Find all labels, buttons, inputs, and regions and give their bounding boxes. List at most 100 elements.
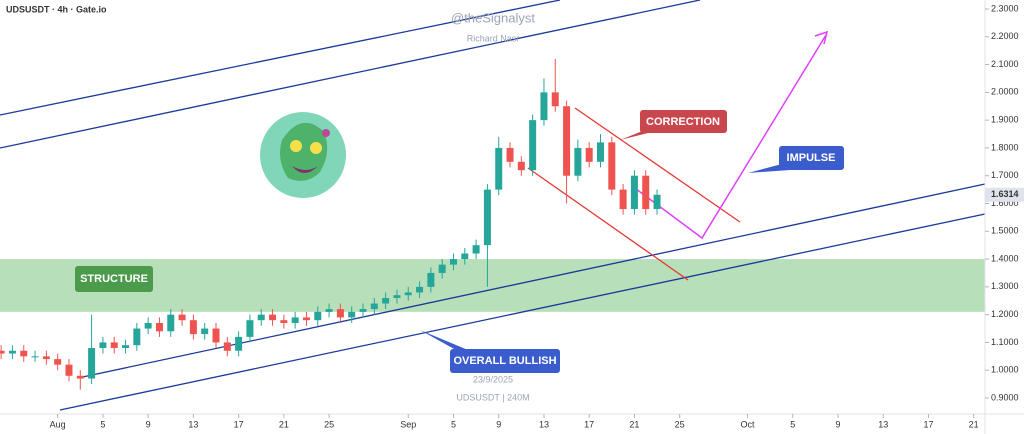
y-tick-label: 1.2000	[991, 309, 1019, 319]
structure-zone	[0, 259, 985, 312]
x-tick-label: 17	[584, 419, 594, 429]
x-tick-label: 5	[100, 419, 105, 429]
candle-body	[223, 342, 231, 351]
candle-body	[416, 286, 424, 293]
y-tick-label: 1.0000	[991, 365, 1019, 375]
avatar-icon	[260, 112, 346, 198]
candle-body	[596, 142, 604, 162]
candle-body	[619, 189, 627, 210]
candle-body	[472, 245, 480, 254]
watermark: Richard Nasr	[467, 33, 520, 43]
watermark: @theSignalyst	[451, 10, 535, 25]
candle-body	[235, 336, 243, 351]
candle-body	[65, 364, 73, 376]
watermark: 23/9/2025	[473, 374, 513, 384]
candle-body	[540, 92, 548, 121]
candle-body	[336, 309, 344, 318]
channel-line	[0, 0, 561, 116]
candle-body	[427, 272, 435, 287]
candle-body	[348, 311, 356, 318]
correction-callout: CORRECTION	[620, 110, 727, 140]
candle-body	[269, 314, 277, 321]
candle-body	[563, 106, 571, 176]
candle-body	[20, 350, 28, 357]
candle-body	[506, 147, 514, 162]
candle-body	[495, 147, 503, 190]
annotation: CORRECTION	[646, 116, 720, 128]
annotation: STRUCTURE	[80, 273, 148, 285]
candle-body	[404, 292, 412, 296]
x-tick-label: 25	[675, 419, 685, 429]
candle-body	[642, 175, 650, 210]
candle-body	[517, 161, 525, 171]
y-tick-label: 1.1000	[991, 337, 1019, 347]
candle-body	[257, 314, 265, 321]
x-tick-label: Sep	[400, 419, 416, 429]
candle-body	[201, 328, 209, 335]
candle-body	[574, 147, 582, 176]
x-tick-label: Aug	[50, 419, 66, 429]
structure-label: STRUCTURE	[75, 266, 153, 292]
candle-body	[653, 194, 661, 210]
candle-body	[155, 322, 163, 332]
y-tick-label: 1.9000	[991, 115, 1019, 125]
candle-body	[144, 322, 152, 329]
channel-line	[59, 213, 986, 411]
candle-body	[529, 120, 537, 171]
candle-body	[99, 342, 107, 348]
x-tick-label: 21	[279, 419, 289, 429]
y-tick-label: 1.6000	[991, 198, 1019, 208]
bullish-callout: OVERALL BULLISH	[420, 330, 560, 373]
candle-body	[31, 356, 39, 358]
correction-line	[574, 107, 741, 223]
y-tick-label: 2.0000	[991, 87, 1019, 97]
drawings	[0, 0, 986, 411]
x-tick-label: 25	[324, 419, 334, 429]
y-tick-label: 2.3000	[991, 3, 1019, 13]
candle-body	[325, 309, 333, 312]
candle-body	[438, 264, 446, 273]
candle-body	[88, 347, 96, 379]
candle-body	[178, 314, 186, 321]
x-tick-label: Oct	[741, 419, 756, 429]
channel-line	[0, 0, 701, 149]
arrow-head	[814, 30, 829, 45]
watermark: UDSUSDT | 240M	[456, 392, 529, 402]
candle-body	[551, 92, 559, 107]
y-tick-label: 1.8000	[991, 142, 1019, 152]
x-tick-label: 13	[878, 419, 888, 429]
candle-body	[110, 342, 118, 348]
candle-body	[122, 345, 130, 348]
x-tick-label: 5	[790, 419, 795, 429]
y-tick-label: 0.9000	[991, 392, 1019, 402]
x-tick-label: 13	[539, 419, 549, 429]
x-tick-label: 21	[629, 419, 639, 429]
candle-body	[483, 189, 491, 246]
annotation: IMPULSE	[787, 152, 836, 164]
candle-body	[449, 259, 457, 265]
candle-body	[461, 253, 469, 260]
annotation: OVERALL BULLISH	[453, 355, 556, 367]
candle-body	[212, 328, 220, 343]
x-tick-label: 21	[969, 419, 979, 429]
x-tick-label: 9	[835, 419, 840, 429]
candle-body	[359, 309, 367, 312]
candle-body	[608, 142, 616, 190]
x-tick-label: 13	[188, 419, 198, 429]
y-tick-label: 1.3000	[991, 281, 1019, 291]
candle-body	[302, 317, 310, 321]
candle-body	[54, 359, 62, 365]
last-price-label: 1.6314	[991, 189, 1019, 199]
x-tick-label: 17	[923, 419, 933, 429]
candle-body	[133, 328, 141, 346]
y-tick-label: 1.4000	[991, 253, 1019, 263]
candle-body	[76, 375, 84, 379]
candle-body	[246, 320, 254, 337]
impulse-callout: IMPULSE	[748, 146, 844, 173]
candle-body	[585, 147, 593, 162]
y-tick-label: 2.2000	[991, 31, 1019, 41]
candle-body	[314, 311, 322, 321]
y-tick-label: 1.5000	[991, 226, 1019, 236]
chart-title: UDSUSDT · 4h · Gate.io	[6, 4, 107, 14]
x-tick-label: 9	[146, 419, 151, 429]
